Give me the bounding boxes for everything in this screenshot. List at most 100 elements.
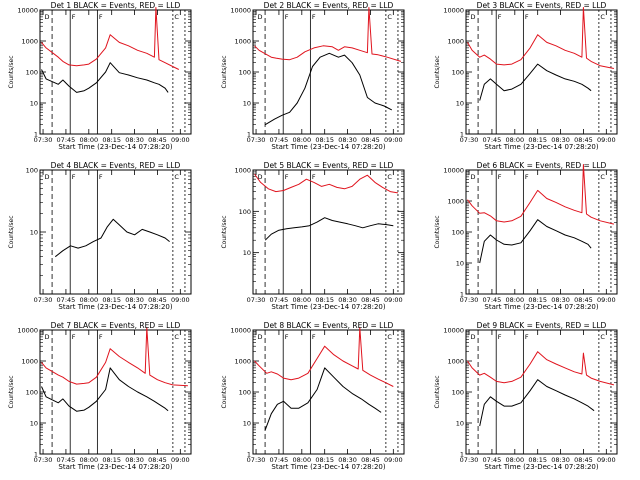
- detector-panel: 1 10 100 1000 10000 07:30 07:45 08:00 08:15 08:30…: [434, 161, 618, 311]
- time-marker-label: F: [99, 173, 103, 181]
- time-marker-label: D: [258, 13, 263, 21]
- x-tick-label: 08:30: [551, 296, 570, 304]
- x-tick-label: 08:45: [148, 136, 167, 144]
- y-tick-label: 1: [460, 291, 464, 299]
- detector-panel: 10 100 07:30 07:45 08:00 08:15 08:30 08:45 09:00…: [8, 161, 192, 311]
- y-tick-label: 100: [239, 69, 251, 77]
- x-axis-label: Start Time (23-Dec-14 07:28:20): [484, 143, 598, 151]
- y-tick-label: 1: [247, 451, 251, 459]
- x-tick-label: 08:00: [292, 296, 311, 304]
- x-tick-label: 09:00: [171, 296, 190, 304]
- time-marker-label: C: [600, 173, 605, 181]
- x-tick-label: 07:45: [270, 136, 289, 144]
- time-marker-label: C: [600, 13, 605, 21]
- lld-series-line: [41, 7, 180, 70]
- time-marker-label: D: [471, 173, 476, 181]
- y-tick-label: 10000: [443, 327, 464, 335]
- x-axis-label: Start Time (23-Dec-14 07:28:20): [484, 303, 598, 311]
- y-tick-label: 1: [34, 131, 38, 139]
- x-tick-label: 08:00: [79, 136, 98, 144]
- detector-panel: 1 10 100 1000 10000 07:30 07:45 08:00 08:15 08:30…: [434, 321, 618, 471]
- x-tick-label: 08:15: [528, 296, 547, 304]
- time-marker-label: D: [45, 13, 50, 21]
- x-tick-label: 08:45: [148, 296, 167, 304]
- y-tick-label: 1000: [447, 358, 464, 366]
- x-tick-label: 08:30: [338, 136, 357, 144]
- time-marker-label: F: [312, 13, 316, 21]
- x-tick-label: 08:45: [574, 296, 593, 304]
- x-tick-label: 08:45: [148, 456, 167, 464]
- x-axis-label: Start Time (23-Dec-14 07:28:20): [271, 143, 385, 151]
- time-marker-label: F: [498, 13, 502, 21]
- events-series-line: [264, 217, 394, 241]
- x-tick-label: 08:30: [551, 136, 570, 144]
- x-tick-label: 08:30: [125, 296, 144, 304]
- y-axis-label: Counts/sec: [221, 215, 228, 248]
- x-tick-label: 07:30: [247, 136, 266, 144]
- panel-title: Det 3 BLACK = Events, RED = LLD: [477, 1, 607, 10]
- time-marker-label: C: [174, 13, 179, 21]
- y-axis-label: Counts/sec: [8, 55, 15, 88]
- y-tick-label: 1000: [21, 38, 38, 46]
- y-tick-label: 100: [26, 167, 38, 175]
- x-tick-label: 07:45: [57, 136, 76, 144]
- y-tick-label: 10: [456, 420, 464, 428]
- x-tick-label: 07:30: [460, 456, 479, 464]
- events-series-line: [264, 367, 382, 431]
- panel-title: Det 9 BLACK = Events, RED = LLD: [477, 321, 607, 330]
- x-tick-label: 07:45: [57, 296, 76, 304]
- events-series-line: [479, 219, 592, 264]
- x-axis-label: Start Time (23-Dec-14 07:28:20): [271, 303, 385, 311]
- x-tick-label: 08:30: [338, 296, 357, 304]
- y-tick-label: 1: [34, 451, 38, 459]
- y-tick-label: 10: [243, 249, 251, 257]
- x-tick-label: 08:30: [125, 456, 144, 464]
- y-tick-label: 100: [452, 389, 464, 397]
- y-axis-label: Counts/sec: [434, 375, 441, 408]
- y-tick-label: 100: [26, 389, 38, 397]
- x-tick-label: 08:30: [125, 136, 144, 144]
- panel-title: Det 6 BLACK = Events, RED = LLD: [477, 161, 607, 170]
- x-tick-label: 09:00: [597, 136, 616, 144]
- x-tick-label: 09:00: [384, 296, 403, 304]
- time-marker-label: F: [99, 13, 103, 21]
- y-tick-label: 10: [456, 260, 464, 268]
- x-tick-label: 08:45: [361, 296, 380, 304]
- time-marker-label: F: [525, 173, 529, 181]
- y-axis-label: Counts/sec: [221, 375, 228, 408]
- x-tick-label: 07:30: [34, 136, 53, 144]
- x-tick-label: 08:00: [505, 296, 524, 304]
- x-tick-label: 09:00: [171, 136, 190, 144]
- time-marker-label: F: [498, 333, 502, 341]
- y-tick-label: 10: [243, 420, 251, 428]
- x-tick-label: 09:00: [384, 456, 403, 464]
- y-tick-label: 10000: [443, 7, 464, 15]
- time-marker-label: F: [525, 13, 529, 21]
- time-marker-label: D: [258, 333, 263, 341]
- y-tick-label: 1000: [21, 358, 38, 366]
- time-marker-label: F: [72, 13, 76, 21]
- x-tick-label: 07:30: [460, 136, 479, 144]
- x-tick-label: 07:30: [247, 296, 266, 304]
- events-series-line: [41, 62, 169, 93]
- panel-title: Det 1 BLACK = Events, RED = LLD: [51, 1, 181, 10]
- y-tick-label: 100: [26, 69, 38, 77]
- x-tick-label: 08:00: [292, 456, 311, 464]
- x-tick-label: 08:15: [102, 296, 121, 304]
- lld-series-line: [467, 351, 615, 386]
- lld-series-line: [41, 327, 188, 387]
- time-marker-label: D: [258, 173, 263, 181]
- x-tick-label: 08:45: [361, 456, 380, 464]
- detector-panel: 1 10 100 1000 10000 07:30 07:45 08:00 08:15 08:30…: [8, 321, 192, 471]
- lld-series-line: [467, 164, 615, 225]
- detector-panel: 10 100 1000 07:30 07:45 08:00 08:15 08:30 08:45 0…: [221, 161, 405, 311]
- x-tick-label: 08:00: [505, 456, 524, 464]
- x-tick-label: 07:30: [460, 296, 479, 304]
- x-tick-label: 09:00: [384, 136, 403, 144]
- panel-title: Det 5 BLACK = Events, RED = LLD: [264, 161, 394, 170]
- y-tick-label: 100: [452, 229, 464, 237]
- x-tick-label: 08:30: [338, 456, 357, 464]
- x-tick-label: 07:45: [57, 456, 76, 464]
- time-marker-label: F: [99, 333, 103, 341]
- plot-frame: [39, 9, 192, 135]
